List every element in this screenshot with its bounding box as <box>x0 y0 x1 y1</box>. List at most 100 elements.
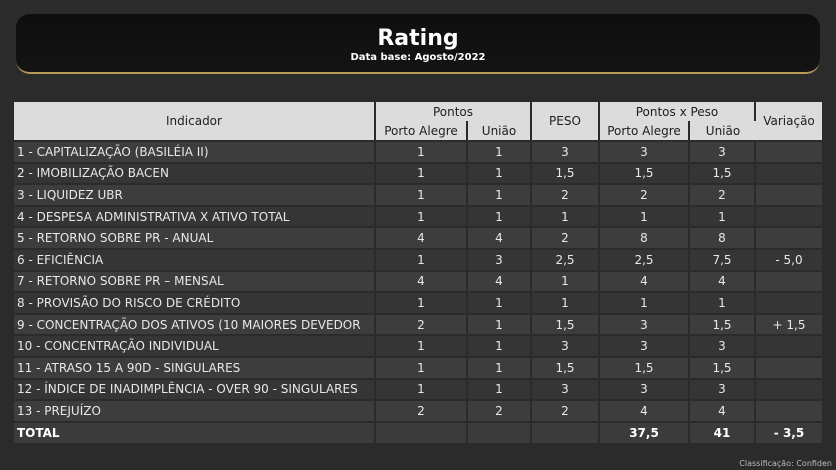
cell-indicador: 1 - CAPITALIZAÇÃO (BASILÉIA II) <box>14 142 376 164</box>
header-pxp-porto-alegre: Porto Alegre <box>600 121 690 142</box>
table-row: 7 - RETORNO SOBRE PR – MENSAL 4 4 1 4 4 <box>14 271 822 294</box>
table-row: 9 - CONCENTRAÇÃO DOS ATIVOS (10 MAIORES … <box>14 314 822 337</box>
header-variacao: Variação <box>756 102 822 142</box>
cell-pontos-uniao: 1 <box>468 206 532 229</box>
cell-peso: 1 <box>532 206 600 229</box>
cell-pontos-porto-alegre: 4 <box>376 271 468 294</box>
header-pxp-uniao: União <box>690 121 756 142</box>
table-row: 1 - CAPITALIZAÇÃO (BASILÉIA II) 1 1 3 3 3 <box>14 142 822 164</box>
cell-pontos-uniao: 3 <box>468 249 532 272</box>
cell-pontos-porto-alegre: 4 <box>376 228 468 250</box>
cell-variacao <box>756 185 822 207</box>
cell-peso: 3 <box>532 142 600 164</box>
cell-pontos-uniao: 2 <box>468 401 532 423</box>
cell-peso: 3 <box>532 336 600 358</box>
cell-pxp-porto-alegre: 3 <box>600 142 690 164</box>
cell-pxp-uniao: 2 <box>690 185 756 207</box>
header-pontos: Pontos <box>376 102 532 121</box>
classification-label: Classificação: Confiden <box>739 459 832 468</box>
cell-peso: 1 <box>532 271 600 294</box>
table-row: 12 - ÍNDICE DE INADIMPLÊNCIA - OVER 90 -… <box>14 379 822 402</box>
cell-peso: 1,5 <box>532 357 600 380</box>
cell-variacao <box>756 206 822 229</box>
cell-indicador: 7 - RETORNO SOBRE PR – MENSAL <box>14 271 376 294</box>
cell-variacao <box>756 163 822 186</box>
cell-variacao <box>756 228 822 250</box>
cell-peso: 1 <box>532 293 600 315</box>
cell-indicador: 11 - ATRASO 15 A 90D - SINGULARES <box>14 357 376 380</box>
total-pontos-uniao <box>468 422 532 445</box>
cell-indicador: 10 - CONCENTRAÇÃO INDIVIDUAL <box>14 336 376 358</box>
table-row: 5 - RETORNO SOBRE PR - ANUAL 4 4 2 8 8 <box>14 228 822 250</box>
cell-peso: 2 <box>532 228 600 250</box>
cell-pxp-porto-alegre: 4 <box>600 401 690 423</box>
cell-peso: 3 <box>532 379 600 402</box>
cell-pxp-porto-alegre: 1 <box>600 206 690 229</box>
total-pontos-porto-alegre <box>376 422 468 445</box>
total-row: TOTAL 37,5 41 - 3,5 <box>14 422 822 445</box>
cell-pxp-uniao: 3 <box>690 142 756 164</box>
cell-pxp-porto-alegre: 3 <box>600 379 690 402</box>
cell-pontos-porto-alegre: 1 <box>376 379 468 402</box>
cell-pontos-porto-alegre: 1 <box>376 185 468 207</box>
cell-pxp-porto-alegre: 2 <box>600 185 690 207</box>
cell-pxp-porto-alegre: 3 <box>600 314 690 337</box>
cell-pxp-uniao: 1,5 <box>690 357 756 380</box>
table-row: 10 - CONCENTRAÇÃO INDIVIDUAL 1 1 3 3 3 <box>14 336 822 358</box>
cell-pxp-porto-alegre: 8 <box>600 228 690 250</box>
total-variacao: - 3,5 <box>756 422 822 445</box>
cell-pontos-porto-alegre: 1 <box>376 142 468 164</box>
cell-pontos-uniao: 1 <box>468 336 532 358</box>
cell-variacao: + 1,5 <box>756 314 822 337</box>
cell-pxp-uniao: 4 <box>690 271 756 294</box>
cell-peso: 1,5 <box>532 314 600 337</box>
cell-variacao <box>756 271 822 294</box>
cell-pontos-porto-alegre: 1 <box>376 336 468 358</box>
total-pxp-porto-alegre: 37,5 <box>600 422 690 445</box>
cell-pxp-porto-alegre: 3 <box>600 336 690 358</box>
cell-indicador: 2 - IMOBILIZAÇÃO BACEN <box>14 163 376 186</box>
header-peso: PESO <box>532 102 600 142</box>
cell-pontos-uniao: 4 <box>468 271 532 294</box>
cell-pxp-uniao: 3 <box>690 336 756 358</box>
cell-pxp-porto-alegre: 2,5 <box>600 249 690 272</box>
cell-pxp-uniao: 1,5 <box>690 314 756 337</box>
cell-pontos-porto-alegre: 2 <box>376 401 468 423</box>
header-indicador: Indicador <box>14 102 376 142</box>
cell-pontos-uniao: 1 <box>468 293 532 315</box>
page-subtitle: Data base: Agosto/2022 <box>350 52 486 63</box>
cell-peso: 2 <box>532 185 600 207</box>
cell-indicador: 12 - ÍNDICE DE INADIMPLÊNCIA - OVER 90 -… <box>14 379 376 402</box>
cell-pontos-uniao: 1 <box>468 357 532 380</box>
cell-peso: 1,5 <box>532 163 600 186</box>
cell-variacao <box>756 401 822 423</box>
cell-pontos-porto-alegre: 2 <box>376 314 468 337</box>
cell-variacao: - 5,0 <box>756 249 822 272</box>
cell-indicador: 6 - EFICIÊNCIA <box>14 249 376 272</box>
cell-pxp-porto-alegre: 4 <box>600 271 690 294</box>
table-row: 13 - PREJUÍZO 2 2 2 4 4 <box>14 401 822 423</box>
cell-variacao <box>756 336 822 358</box>
cell-peso: 2,5 <box>532 249 600 272</box>
cell-pxp-porto-alegre: 1,5 <box>600 163 690 186</box>
cell-pontos-porto-alegre: 1 <box>376 357 468 380</box>
cell-peso: 2 <box>532 401 600 423</box>
table-row: 6 - EFICIÊNCIA 1 3 2,5 2,5 7,5- 5,0 <box>14 249 822 272</box>
cell-variacao <box>756 293 822 315</box>
cell-indicador: 13 - PREJUÍZO <box>14 401 376 423</box>
table-row: 8 - PROVISÃO DO RISCO DE CRÉDITO 1 1 1 1 1 <box>14 293 822 315</box>
cell-pxp-uniao: 8 <box>690 228 756 250</box>
cell-variacao <box>756 357 822 380</box>
header-pontos-porto-alegre: Porto Alegre <box>376 121 468 142</box>
rating-table: Indicador Pontos PESO Pontos x Peso Vari… <box>14 102 822 445</box>
cell-pxp-porto-alegre: 1,5 <box>600 357 690 380</box>
cell-variacao <box>756 379 822 402</box>
cell-pontos-porto-alegre: 1 <box>376 293 468 315</box>
table-row: 11 - ATRASO 15 A 90D - SINGULARES 1 1 1,5 1,… <box>14 357 822 380</box>
cell-pontos-uniao: 4 <box>468 228 532 250</box>
title-banner: Rating Data base: Agosto/2022 <box>16 14 820 74</box>
cell-pontos-uniao: 1 <box>468 163 532 186</box>
total-label: TOTAL <box>14 422 376 445</box>
table-row: 2 - IMOBILIZAÇÃO BACEN 1 1 1,5 1,5 1,5 <box>14 163 822 186</box>
table-row: 3 - LIQUIDEZ UBR 1 1 2 2 2 <box>14 185 822 207</box>
